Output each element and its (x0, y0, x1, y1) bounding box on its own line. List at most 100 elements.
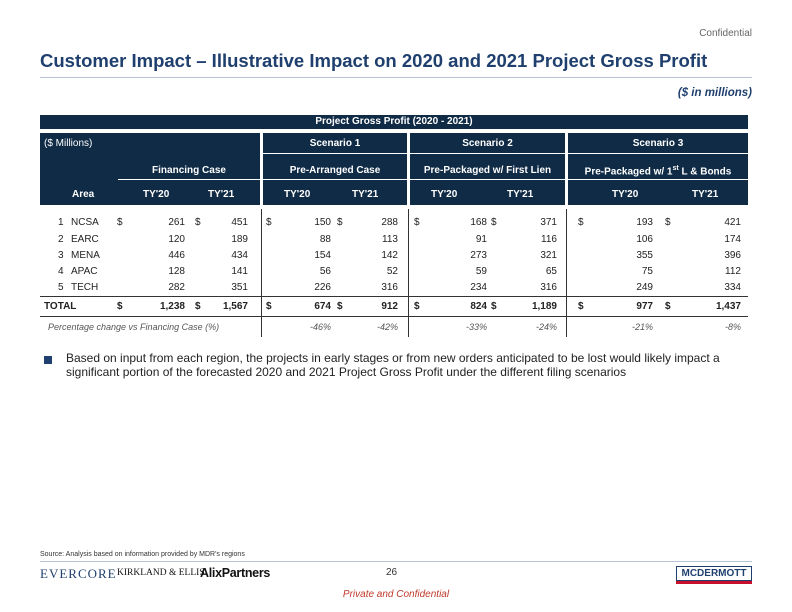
case-underline (263, 179, 407, 180)
case-label-prepackaged-first-lien: Pre-Packaged w/ First Lien (423, 165, 552, 176)
case-underline (410, 179, 565, 180)
table-cell: 142 (381, 250, 398, 261)
table-cell: 316 (381, 282, 398, 293)
case-label-superscript: st (672, 165, 679, 172)
table-cell: 75 (641, 266, 653, 277)
currency-sign: $ (117, 217, 123, 228)
table-cell: 334 (724, 282, 741, 293)
table-cell: 446 (168, 250, 185, 261)
header-gap (407, 133, 410, 205)
row-area: MENA (71, 250, 100, 261)
header-gap (565, 133, 568, 205)
row-area: EARC (71, 234, 99, 245)
table-cell: 168 (470, 217, 487, 228)
source-note: Source: Analysis based on information pr… (40, 551, 245, 558)
total-cell: 1,437 (715, 301, 741, 312)
pct-change-cell: -42% (376, 322, 398, 332)
mcdermott-logo: MCDERMOTT (676, 566, 752, 581)
currency-sign: $ (491, 217, 497, 228)
table-cell: 52 (386, 266, 398, 277)
scenario-2-label: Scenario 2 (462, 138, 513, 149)
table-cell: 316 (540, 282, 557, 293)
evercore-logo: EVERCORE (40, 566, 117, 581)
scenario-1-label: Scenario 1 (309, 138, 361, 149)
table-cell: 116 (541, 234, 557, 245)
alixpartners-logo: AlixPartners (200, 566, 271, 580)
table-cell: 65 (545, 266, 557, 277)
title-divider (40, 77, 752, 78)
scenario-underline (263, 153, 407, 154)
currency-sign: $ (195, 217, 201, 228)
row-number: 3 (58, 250, 64, 261)
row-number: 5 (58, 282, 64, 293)
table-title: Project Gross Profit (2020 - 2021) (40, 115, 748, 129)
table-cell: 371 (540, 217, 557, 228)
table-cell: 189 (231, 234, 248, 245)
footer-divider (40, 561, 752, 562)
currency-sign: $ (578, 301, 584, 312)
total-rule-top (40, 296, 748, 297)
currency-sign: $ (266, 301, 272, 312)
year-header: TY'20 (431, 189, 458, 200)
currency-sign: $ (117, 301, 123, 312)
year-header: TY'20 (284, 189, 311, 200)
scenario-3-label: Scenario 3 (632, 138, 684, 149)
area-header: Area (72, 189, 95, 200)
currency-sign: $ (414, 301, 420, 312)
table-cell: 355 (636, 250, 653, 261)
currency-sign: $ (414, 217, 420, 228)
table-cell: 88 (319, 234, 331, 245)
currency-sign: $ (491, 301, 497, 312)
row-number: 4 (58, 266, 64, 277)
table-cell: 226 (314, 282, 331, 293)
currency-sign: $ (578, 217, 584, 228)
group-separator (566, 209, 567, 337)
row-area: TECH (71, 282, 99, 293)
table-cell: 396 (724, 250, 741, 261)
case-label-part: L & Bonds (678, 166, 732, 178)
total-cell: 1,189 (531, 301, 557, 312)
total-label: TOTAL (44, 301, 77, 312)
table-cell: 421 (724, 217, 741, 228)
table-cell: 128 (168, 266, 185, 277)
table-cell: 174 (724, 234, 741, 245)
corner-label: ($ Millions) (44, 138, 93, 149)
table-header (40, 133, 748, 205)
page-title: Customer Impact – Illustrative Impact on… (40, 50, 708, 71)
units-note: ($ in millions) (677, 87, 752, 99)
pct-change-cell: -21% (631, 322, 653, 332)
bullet-text: Based on input from each region, the pro… (66, 351, 720, 379)
currency-sign: $ (337, 301, 343, 312)
table-cell: 451 (231, 217, 248, 228)
table-cell: 154 (314, 250, 331, 261)
table-cell: 106 (636, 234, 653, 245)
pct-change-cell: -33% (465, 322, 487, 332)
table-cell: 193 (636, 217, 653, 228)
confidential-label: Confidential (699, 28, 752, 39)
table-cell: 141 (231, 266, 248, 277)
table-cell: 113 (382, 234, 398, 245)
currency-sign: $ (337, 217, 343, 228)
total-cell: 912 (381, 301, 398, 312)
total-cell: 824 (470, 301, 487, 312)
currency-sign: $ (665, 301, 671, 312)
table-cell: 434 (231, 250, 248, 261)
total-cell: 1,238 (159, 301, 185, 312)
total-cell: 977 (636, 301, 653, 312)
table-cell: 56 (319, 266, 331, 277)
row-number: 1 (58, 217, 64, 228)
total-rule-bottom (40, 316, 748, 317)
row-area: NCSA (71, 217, 99, 228)
year-header: TY'21 (507, 189, 534, 200)
year-header: TY'21 (208, 189, 235, 200)
total-cell: 674 (314, 301, 331, 312)
group-separator (408, 209, 409, 337)
table-cell: 273 (470, 250, 487, 261)
kirkland-ellis-logo: KIRKLAND & ELLIS (117, 568, 205, 578)
pct-change-cell: -46% (309, 322, 331, 332)
currency-sign: $ (665, 217, 671, 228)
scenario-underline (410, 153, 565, 154)
row-number: 2 (58, 234, 64, 245)
group-separator (261, 209, 262, 337)
case-label-prearranged: Pre-Arranged Case (289, 165, 381, 176)
